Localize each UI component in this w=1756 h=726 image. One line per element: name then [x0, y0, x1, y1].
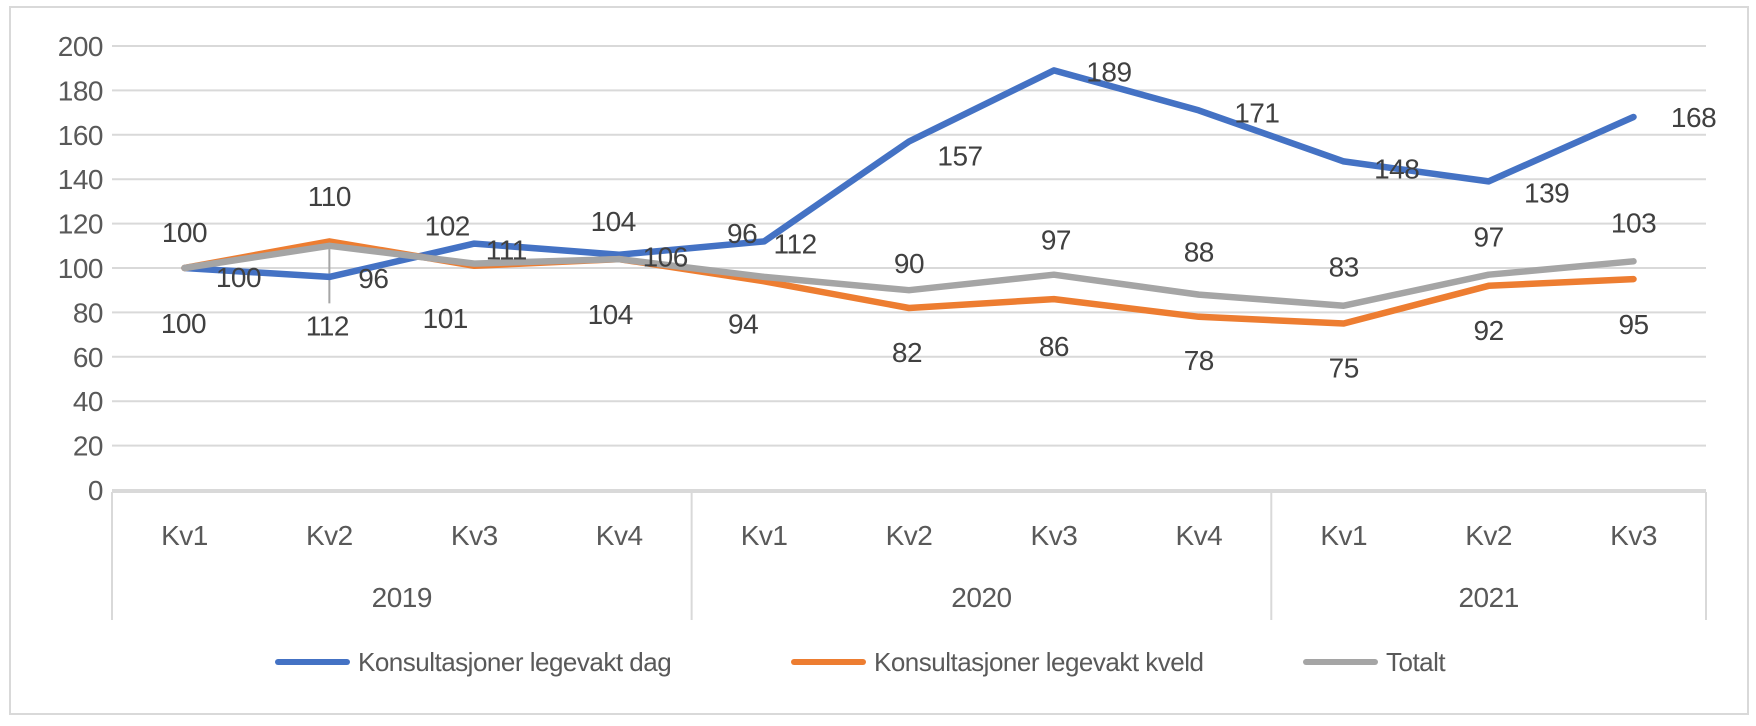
- data-label-totalt: 96: [727, 218, 757, 249]
- data-label-konsultasjoner-legevakt-kveld: 94: [728, 308, 758, 339]
- data-label-konsultasjoner-legevakt-dag: 106: [643, 242, 688, 273]
- data-label-totalt: 83: [1329, 252, 1359, 283]
- y-tick-label: 80: [73, 297, 103, 328]
- year-label-2019: 2019: [372, 582, 432, 613]
- data-label-konsultasjoner-legevakt-kveld: 104: [588, 299, 633, 330]
- data-label-konsultasjoner-legevakt-dag: 112: [774, 228, 817, 259]
- year-label-2020: 2020: [951, 582, 1011, 613]
- data-label-totalt: 103: [1611, 207, 1656, 238]
- quarter-tick-label: Kv1: [161, 520, 208, 551]
- data-label-konsultasjoner-legevakt-kveld: 101: [423, 303, 468, 334]
- y-tick-label: 140: [58, 164, 103, 195]
- data-label-konsultasjoner-legevakt-dag: 96: [358, 263, 388, 294]
- quarter-tick-label: Kv4: [596, 520, 643, 551]
- data-label-totalt: 88: [1184, 237, 1214, 268]
- legend-swatch-konsultasjoner-legevakt-dag: [275, 659, 350, 665]
- data-label-konsultasjoner-legevakt-dag: 100: [216, 262, 261, 293]
- y-tick-label: 100: [58, 253, 103, 284]
- data-label-konsultasjoner-legevakt-kveld: 100: [161, 308, 206, 339]
- data-label-konsultasjoner-legevakt-kveld: 86: [1039, 331, 1069, 362]
- data-label-konsultasjoner-legevakt-dag: 148: [1374, 153, 1419, 184]
- data-label-totalt: 100: [162, 217, 207, 248]
- y-tick-label: 40: [73, 386, 103, 417]
- data-label-konsultasjoner-legevakt-dag: 171: [1234, 97, 1279, 128]
- quarter-tick-label: Kv3: [1610, 520, 1657, 551]
- legend-label-konsultasjoner-legevakt-kveld: Konsultasjoner legevakt kveld: [874, 647, 1203, 677]
- quarter-tick-label: Kv4: [1175, 520, 1222, 551]
- quarter-tick-label: Kv1: [741, 520, 788, 551]
- y-tick-label: 60: [73, 342, 103, 373]
- data-label-konsultasjoner-legevakt-kveld: 112: [306, 310, 349, 341]
- data-label-konsultasjoner-legevakt-kveld: 82: [892, 337, 922, 368]
- y-tick-label: 160: [58, 120, 103, 151]
- data-label-totalt: 104: [591, 206, 636, 237]
- chart-border: [9, 6, 1749, 715]
- y-tick-label: 20: [73, 431, 103, 462]
- y-tick-label: 120: [58, 209, 103, 240]
- data-label-konsultasjoner-legevakt-kveld: 95: [1618, 309, 1648, 340]
- legend-swatch-totalt: [1303, 659, 1378, 665]
- data-label-konsultasjoner-legevakt-dag: 168: [1671, 102, 1716, 133]
- quarter-tick-label: Kv2: [306, 520, 353, 551]
- data-label-totalt: 97: [1474, 222, 1504, 253]
- data-label-konsultasjoner-legevakt-dag: 189: [1086, 56, 1131, 87]
- quarter-tick-label: Kv2: [886, 520, 933, 551]
- quarter-tick-label: Kv2: [1465, 520, 1512, 551]
- data-label-konsultasjoner-legevakt-kveld: 78: [1184, 345, 1214, 376]
- data-label-totalt: 102: [425, 211, 470, 242]
- series-line-totalt: [181, 242, 1637, 309]
- y-tick-label: 200: [58, 31, 103, 62]
- data-label-konsultasjoner-legevakt-dag: 139: [1524, 177, 1569, 208]
- quarter-tick-label: Kv1: [1320, 520, 1367, 551]
- quarter-tick-label: Kv3: [451, 520, 498, 551]
- data-label-konsultasjoner-legevakt-dag: 111: [486, 235, 527, 266]
- data-label-konsultasjoner-legevakt-kveld: 75: [1329, 353, 1359, 384]
- legend-swatch-konsultasjoner-legevakt-kveld: [791, 659, 866, 665]
- legend-label-totalt: Totalt: [1386, 647, 1446, 677]
- data-label-totalt: 110: [308, 181, 351, 212]
- quarter-tick-label: Kv3: [1031, 520, 1078, 551]
- year-label-2021: 2021: [1458, 582, 1518, 613]
- data-label-konsultasjoner-legevakt-dag: 157: [937, 140, 982, 171]
- y-tick-label: 0: [88, 475, 103, 506]
- data-label-totalt: 97: [1041, 225, 1071, 256]
- legend-label-konsultasjoner-legevakt-dag: Konsultasjoner legevakt dag: [358, 647, 671, 677]
- data-label-totalt: 90: [894, 248, 924, 279]
- data-label-konsultasjoner-legevakt-kveld: 92: [1474, 315, 1504, 346]
- y-tick-label: 180: [58, 75, 103, 106]
